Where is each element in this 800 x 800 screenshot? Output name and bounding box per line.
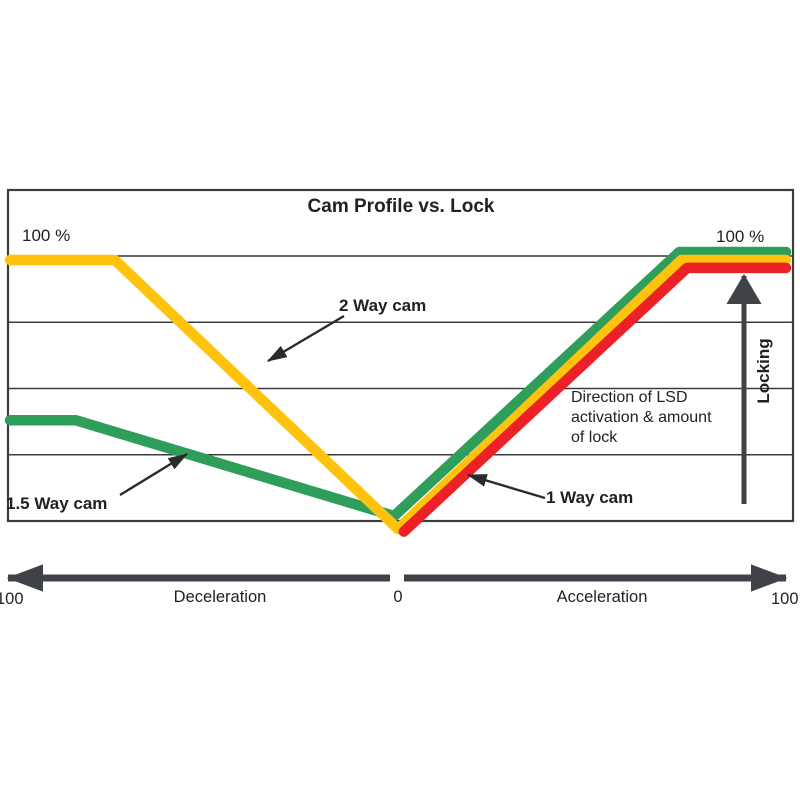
label-1-5-way-cam: 1.5 Way cam	[6, 494, 108, 513]
locking-axis-label: Locking	[754, 338, 773, 404]
right-100-percent-label: 100 %	[716, 227, 765, 246]
direction-note: Direction of LSD activation & amount of …	[571, 389, 712, 446]
label-2-way-cam: 2 Way cam	[339, 296, 427, 315]
x-axis-right-100: 100	[771, 590, 799, 608]
x-axis-zero: 0	[393, 588, 403, 606]
chart-title: Cam Profile vs. Lock	[307, 196, 495, 217]
x-axis-left-100: 100	[0, 590, 24, 608]
cam-curves	[4, 246, 792, 537]
x-axis-acceleration-label: Acceleration	[556, 588, 648, 606]
arrows	[6, 273, 788, 592]
gridlines	[6, 188, 795, 523]
left-100-percent-label: 100 %	[22, 226, 71, 245]
label-1-way-cam: 1 Way cam	[546, 488, 634, 507]
x-axis-deceleration-label: Deceleration	[173, 588, 267, 606]
